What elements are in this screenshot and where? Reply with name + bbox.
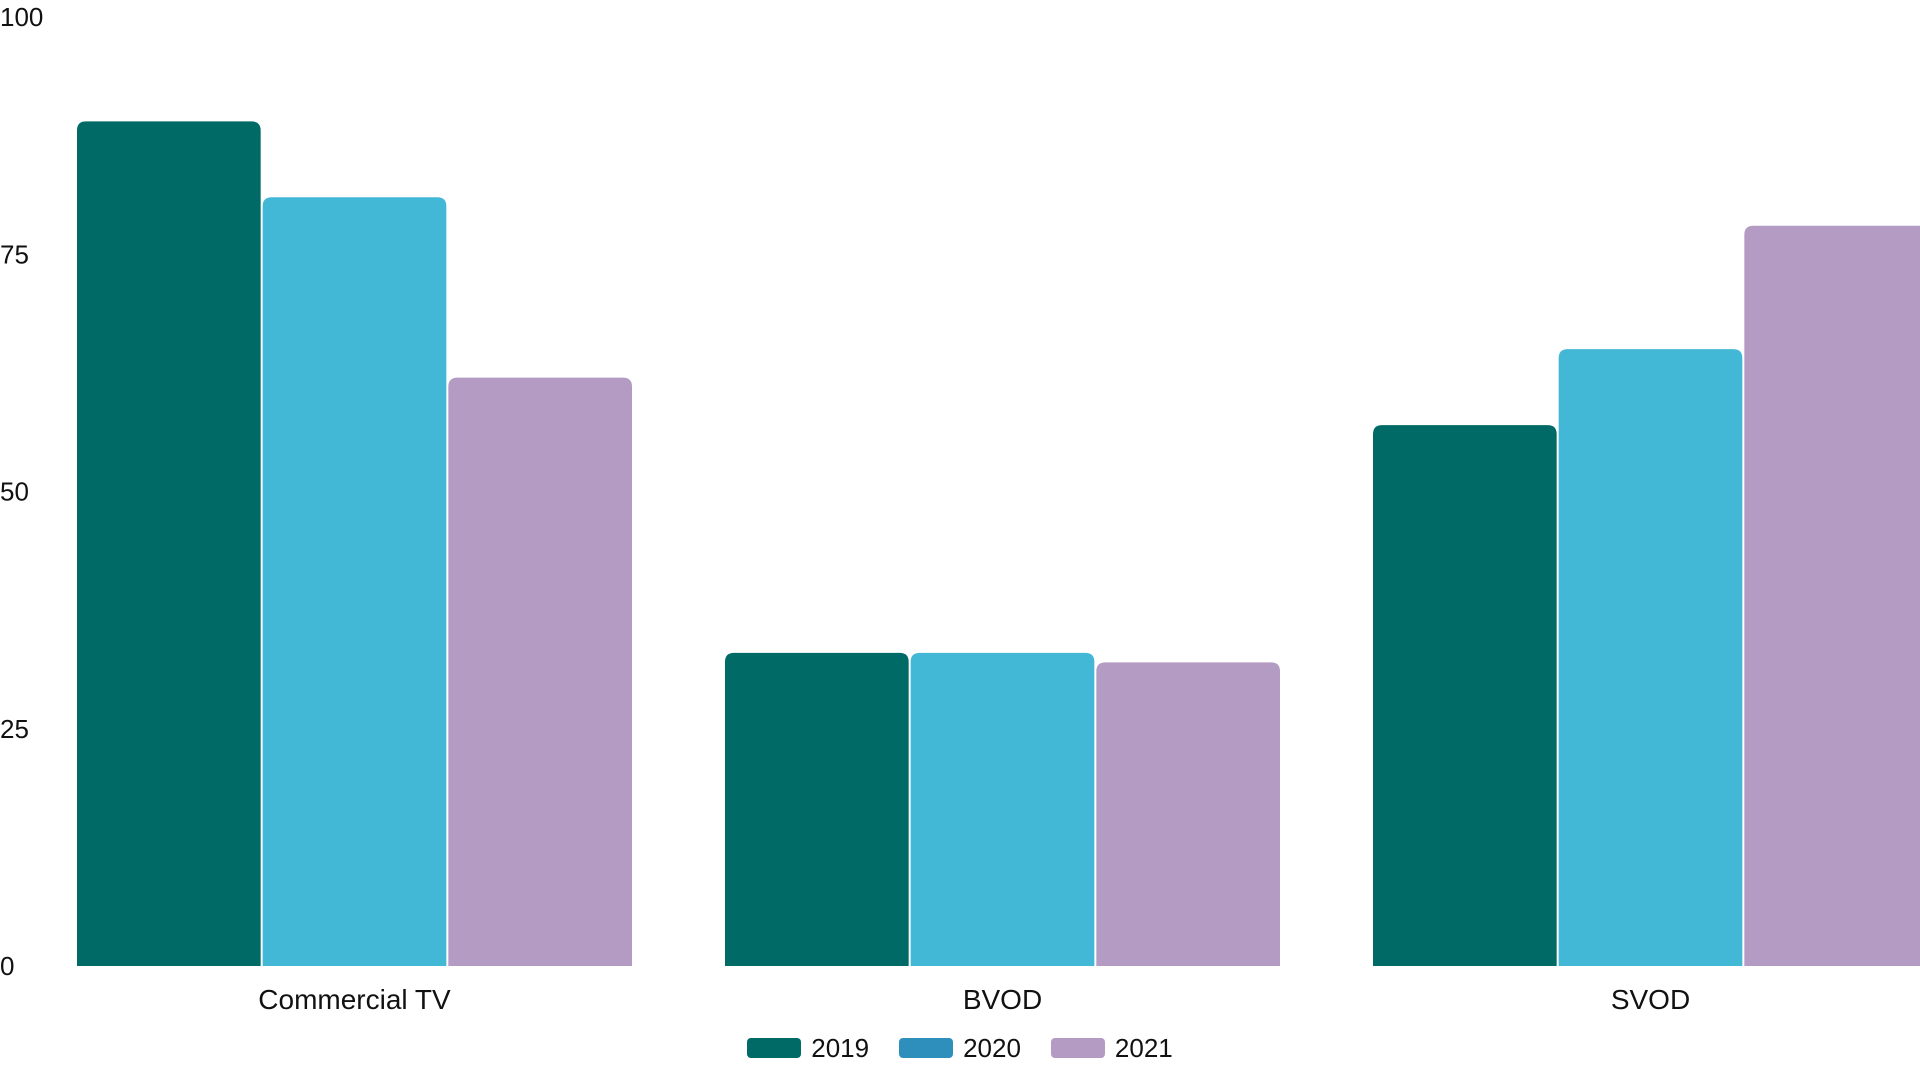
y-axis-ticks: 0 25 50 75 100 <box>0 2 43 981</box>
y-tick-label: 50 <box>0 477 29 507</box>
bar-group-commercial-tv <box>77 121 632 966</box>
bar-commercial-tv-2021 <box>448 377 632 966</box>
bar-bvod-2019 <box>725 652 909 966</box>
legend-swatch <box>747 1038 802 1058</box>
legend: 2019 2020 2021 <box>0 1030 1920 1066</box>
legend-item-2020: 2020 <box>899 1033 1021 1064</box>
bar-group-svod <box>1373 225 1920 966</box>
x-category-label: Commercial TV <box>258 984 451 1015</box>
bar-groups <box>77 121 1920 966</box>
bar-svod-2021 <box>1744 225 1920 966</box>
legend-label: 2021 <box>1114 1032 1173 1063</box>
x-category-label: SVOD <box>1611 984 1690 1015</box>
legend-item-2021: 2021 <box>1050 1032 1173 1064</box>
bar-bvod-2020 <box>910 652 1095 966</box>
legend-label: 2020 <box>963 1032 1021 1063</box>
bar-group-bvod <box>725 652 1280 966</box>
y-tick-label: 25 <box>0 714 29 744</box>
legend-item-2019: 2019 <box>747 1033 869 1064</box>
legend-swatch <box>1050 1038 1105 1058</box>
bar-svod-2019 <box>1373 425 1557 966</box>
legend-swatch <box>899 1038 954 1058</box>
legend-label: 2019 <box>811 1032 870 1063</box>
bar-bvod-2021 <box>1096 662 1280 966</box>
x-axis-category-labels: Commercial TV BVOD SVOD <box>258 984 1690 1015</box>
bar-commercial-tv-2020 <box>262 197 447 966</box>
y-tick-label: 75 <box>0 239 29 269</box>
bar-svod-2020 <box>1558 349 1743 966</box>
y-tick-label: 0 <box>0 951 14 981</box>
x-category-label: BVOD <box>963 984 1042 1015</box>
y-tick-label: 100 <box>0 2 43 32</box>
bar-commercial-tv-2019 <box>77 121 261 966</box>
